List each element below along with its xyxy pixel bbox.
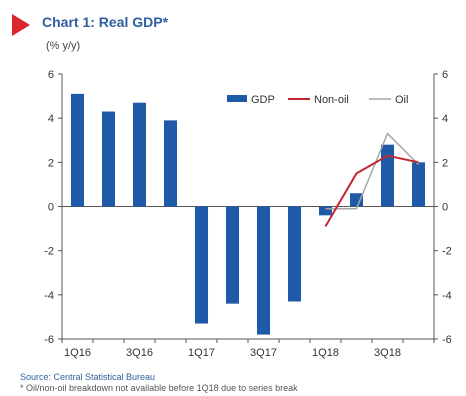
y-tick-label-left: -6 bbox=[44, 334, 54, 346]
gdp-bar bbox=[287, 206, 302, 302]
x-tick-label: 3Q16 bbox=[126, 347, 153, 359]
y-tick-label-left: 4 bbox=[48, 113, 54, 125]
gdp-bar bbox=[132, 102, 147, 207]
legend-non-oil-label: Non-oil bbox=[314, 94, 349, 106]
y-tick-label-right: 2 bbox=[442, 157, 448, 169]
y-tick-label-left: -2 bbox=[44, 246, 54, 258]
x-tick-label: 1Q17 bbox=[188, 347, 215, 359]
x-tick-label: 3Q18 bbox=[374, 347, 401, 359]
y-tick-label-right: -4 bbox=[442, 290, 452, 302]
gdp-bar bbox=[225, 206, 240, 304]
legend-gdp-label: GDP bbox=[251, 94, 275, 106]
units-label: (% y/y) bbox=[46, 40, 81, 52]
x-tick-label: 1Q18 bbox=[312, 347, 339, 359]
y-tick-label-right: -2 bbox=[442, 246, 452, 258]
gdp-bar bbox=[194, 206, 209, 324]
x-tick-label: 1Q16 bbox=[64, 347, 91, 359]
y-tick-label-left: -4 bbox=[44, 290, 54, 302]
gdp-bar bbox=[380, 144, 395, 207]
red-triangle-icon bbox=[12, 14, 30, 36]
gdp-bar bbox=[349, 193, 364, 207]
y-tick-label-right: 0 bbox=[442, 202, 448, 214]
x-tick-label: 3Q17 bbox=[250, 347, 277, 359]
non-oil-line bbox=[324, 154, 419, 227]
chart-header: Chart 1: Real GDP* bbox=[0, 6, 466, 36]
chart-title: Chart 1: Real GDP* bbox=[42, 14, 169, 30]
oil-line bbox=[325, 132, 420, 210]
y-tick-label-left: 0 bbox=[48, 202, 54, 214]
gdp-chart: -6 -6 -4 -4 -2 -2 0 0 2 2 4 4 6 6 1Q16 3Q16 1Q17 3Q17 1Q18… bbox=[44, 69, 452, 359]
y-tick-label-right: -6 bbox=[442, 334, 452, 346]
legend-gdp-swatch bbox=[227, 95, 247, 102]
gdp-bar bbox=[163, 120, 178, 207]
footnote: * Oil/non-oil breakdown not available be… bbox=[20, 383, 298, 393]
y-tick-label-right: 4 bbox=[442, 113, 448, 125]
y-tick-label-left: 6 bbox=[48, 69, 54, 81]
gdp-bar bbox=[256, 206, 271, 335]
gdp-bar bbox=[411, 162, 426, 207]
y-tick-label-right: 6 bbox=[442, 69, 448, 81]
source-note: Source: Central Statistical Bureau bbox=[20, 372, 156, 382]
y-tick-label-left: 2 bbox=[48, 157, 54, 169]
gdp-bar bbox=[70, 93, 85, 207]
gdp-bar bbox=[318, 206, 333, 216]
legend-oil-label: Oil bbox=[395, 94, 408, 106]
chart-footer: Source: Central Statistical Bureau * Oil… bbox=[20, 372, 298, 394]
gdp-bar bbox=[101, 111, 116, 207]
